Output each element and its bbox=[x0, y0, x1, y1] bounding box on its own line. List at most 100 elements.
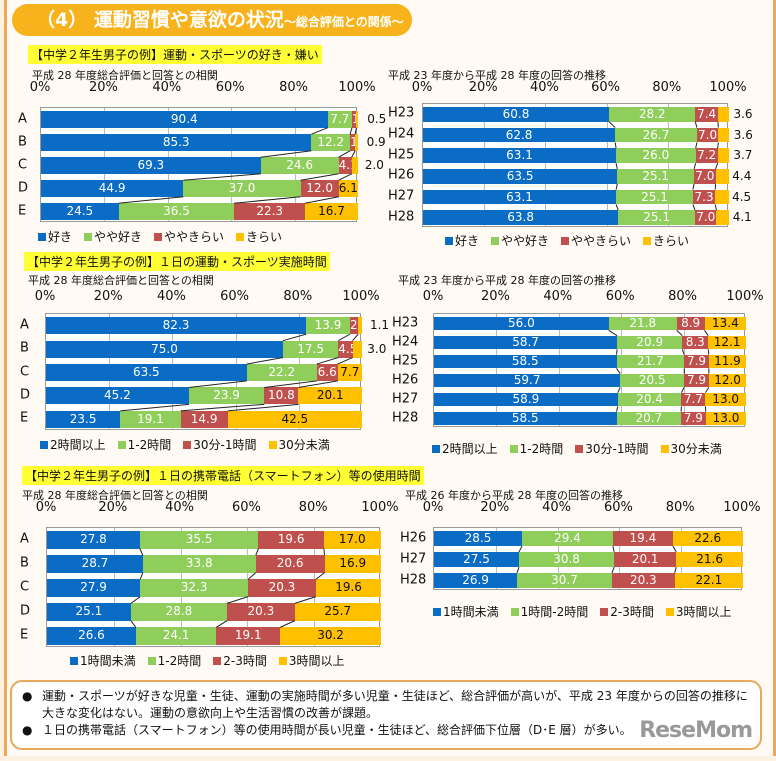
bar-segment: 27.9 bbox=[47, 579, 141, 597]
plot-area: 82.3 13.9 2.61.1 75.0 17.5 4.5 3.0 63.5 22.2 6.67… bbox=[45, 313, 389, 430]
bar-segment: 35.5 bbox=[139, 531, 259, 549]
plot-area: 27.8 35.5 19.6 17.0 28.7 33.8 20.6 16.9 27.9 32.3… bbox=[46, 527, 382, 647]
data-label: 63.8 bbox=[507, 210, 534, 225]
bar-segment: 56.0 bbox=[434, 315, 609, 331]
bar-segment: 37.0 bbox=[183, 180, 301, 197]
data-label: 21.8 bbox=[629, 315, 657, 330]
x-tick-label: 60% bbox=[591, 80, 621, 95]
data-label: 45.2 bbox=[104, 388, 131, 403]
x-tick-label: 80% bbox=[652, 80, 682, 95]
connector-line bbox=[130, 596, 141, 604]
x-tick-label: 60% bbox=[231, 500, 261, 515]
legend-label: きらい bbox=[653, 234, 690, 248]
legend-swatch-icon bbox=[40, 441, 48, 449]
bar-segment: 22.2 bbox=[246, 364, 317, 381]
legend-item: 2時間以上 bbox=[432, 440, 498, 457]
resemom-logo: ReseMom bbox=[639, 718, 753, 743]
bar-segment: 20.1 bbox=[614, 551, 677, 568]
page-title: （4） 運動習慣や意欲の状況～総合評価との関係～ bbox=[12, 4, 412, 36]
data-label: 7.7 bbox=[683, 391, 703, 406]
gridline bbox=[606, 104, 608, 226]
note-item: ● 運動・スポーツが好きな児童・生徒、運動の実施時間が多い児童・生徒ほど、総合評価… bbox=[22, 688, 750, 722]
data-label: 3.6 bbox=[733, 127, 753, 142]
category-label: H24 bbox=[392, 334, 419, 349]
bar-segment: 58.9 bbox=[434, 392, 618, 407]
data-label: 25.1 bbox=[75, 604, 103, 619]
bar-segment: 25.1 bbox=[47, 603, 131, 621]
section-title-likes: 【中学２年生男子の例】運動・スポーツの好き・嫌い bbox=[28, 45, 322, 64]
legend-item: 2時間以上 bbox=[40, 436, 106, 453]
data-label: 12.0 bbox=[306, 181, 333, 196]
title-sub: ～総合評価との関係～ bbox=[283, 15, 404, 29]
category-label: H24 bbox=[388, 126, 415, 142]
legend-item: やや好き bbox=[491, 232, 549, 249]
bar-segment: 11.9 bbox=[708, 353, 746, 369]
bar-segment: 7.4 bbox=[695, 106, 718, 122]
bar-segment: 44.9 bbox=[41, 180, 184, 197]
section-title-phone-time: 【中学２年生男子の例】１日の携帯電話（スマートフォン）等の使用時間 bbox=[22, 466, 424, 485]
bar-segment: 63.8 bbox=[423, 210, 619, 226]
data-label: 4.5 bbox=[732, 189, 752, 204]
legend-item: 好き bbox=[445, 232, 479, 249]
bar-segment: 20.4 bbox=[617, 392, 682, 407]
bar-segment: 36.5 bbox=[118, 203, 235, 220]
data-label: 19.6 bbox=[335, 580, 362, 595]
data-label: 29.4 bbox=[554, 530, 581, 545]
legend-swatch-icon bbox=[117, 441, 126, 449]
data-label: 13.0 bbox=[712, 391, 740, 406]
connector-line bbox=[139, 572, 144, 580]
bar-segment: 30.2 bbox=[280, 627, 381, 645]
bar-segment: 3.0 bbox=[352, 340, 386, 358]
bar-segment: 23.5 bbox=[46, 410, 121, 428]
data-label: 4.4 bbox=[732, 168, 752, 183]
legend: 2時間以上 1-2時間 30分-1時間 30分未満 bbox=[40, 436, 330, 453]
bar-segment: 7.0 bbox=[696, 127, 719, 143]
category-label: H26 bbox=[400, 530, 427, 545]
bar-segment: 29.4 bbox=[522, 530, 613, 547]
data-label: 26.7 bbox=[642, 127, 670, 142]
data-label: 56.0 bbox=[508, 315, 535, 330]
data-label: 20.3 bbox=[247, 604, 275, 619]
plot-area: 56.0 21.8 8.9 13.4 58.7 20.9 8.3 12.1 58.5 21.7 7.… bbox=[433, 313, 747, 427]
bar-segment: 16.7 bbox=[305, 203, 358, 220]
legend-label: 好き bbox=[455, 234, 480, 248]
bar-segment: 69.3 bbox=[41, 157, 261, 174]
bar-segment: 58.7 bbox=[434, 335, 618, 350]
data-label: 13.9 bbox=[314, 318, 342, 333]
bar-segment: 3.6 bbox=[718, 127, 753, 143]
legend-label: 2時間以上 bbox=[50, 438, 106, 452]
legend-item: 30分未満 bbox=[268, 436, 330, 453]
bar-segment: 4.5 bbox=[715, 189, 751, 205]
bar-segment: 1.6 bbox=[350, 134, 369, 151]
data-label: 28.2 bbox=[638, 106, 666, 121]
category-label: C bbox=[20, 364, 30, 379]
bar-segment: 4.1 bbox=[338, 157, 358, 174]
bar-segment: 7.7 bbox=[327, 111, 352, 128]
data-label: 33.8 bbox=[185, 556, 213, 571]
legend-item: 好き bbox=[38, 228, 72, 245]
legend-label: 30分未満 bbox=[670, 442, 722, 456]
data-label: 90.4 bbox=[170, 112, 198, 127]
bar-segment: 3.7 bbox=[717, 148, 752, 164]
legend-label: 3時間以上 bbox=[675, 605, 732, 619]
bar-segment: 19.4 bbox=[612, 530, 673, 547]
legend-swatch-icon bbox=[84, 233, 93, 241]
data-label: 8.9 bbox=[681, 315, 701, 330]
legend-label: やや好き bbox=[94, 230, 143, 244]
category-label: H25 bbox=[388, 147, 415, 163]
x-tick-label: 100% bbox=[723, 500, 761, 515]
legend-label: 30分-1時間 bbox=[585, 442, 649, 456]
note-text: １日の携帯電話（スマートフォン）等の使用時間が長い児童・生徒ほど、総合評価下位層… bbox=[42, 723, 632, 737]
note-item: ● １日の携帯電話（スマートフォン）等の使用時間が長い児童・生徒ほど、総合評価下位… bbox=[22, 722, 750, 739]
bar-segment: 7.9 bbox=[684, 373, 709, 388]
data-label: 3.0 bbox=[367, 341, 387, 356]
data-label: 11.9 bbox=[714, 353, 741, 368]
bar-segment: 62.8 bbox=[423, 127, 616, 143]
chart-subtitle: 平成 23 年度から平成 28 年度の回答の推移 bbox=[388, 69, 606, 82]
data-label: 23.9 bbox=[213, 388, 240, 403]
title-main: （4） 運動習慣や意欲の状況 bbox=[36, 9, 284, 31]
bar-segment: 7.9 bbox=[681, 411, 706, 426]
legend-label: 1-2時間 bbox=[127, 438, 172, 452]
data-label: 63.1 bbox=[506, 148, 533, 163]
bar-segment: 20.3 bbox=[248, 579, 316, 597]
